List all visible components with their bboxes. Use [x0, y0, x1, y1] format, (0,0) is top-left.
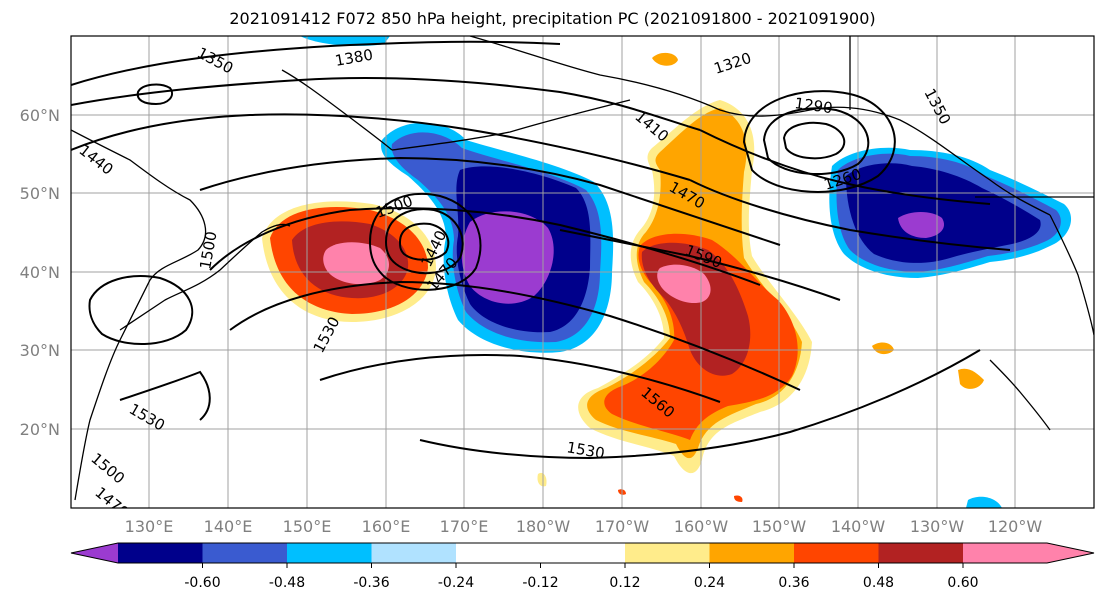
precip-cell — [966, 496, 1002, 508]
colorbar-tick-label: 0.60 — [947, 575, 978, 591]
lon-label: 140°W — [831, 517, 886, 536]
contour-small-low-nw — [136, 83, 174, 106]
height-contours — [71, 40, 1011, 460]
precip-cell — [958, 368, 984, 389]
precip-cell — [734, 495, 743, 502]
colorbar-extend-high — [963, 543, 1094, 563]
colorbar-tick-label: -0.12 — [522, 575, 558, 591]
lat-label: 20°N — [20, 420, 60, 439]
coastline-north-america — [1049, 214, 1094, 336]
lon-label: 150°E — [283, 517, 332, 536]
lat-label: 30°N — [20, 341, 60, 360]
colorbar-tick-label: -0.24 — [438, 575, 474, 591]
lat-labels: 60°N 50°N 40°N 30°N 20°N — [20, 106, 60, 439]
lon-label: 120°W — [988, 517, 1043, 536]
contour-tropical — [119, 370, 211, 421]
colorbar-tick-label: -0.60 — [184, 575, 220, 591]
coastline-baja — [989, 359, 1051, 431]
chart-title: 2021091412 F072 850 hPa height, precipit… — [229, 9, 876, 28]
lon-label: 180°W — [516, 517, 571, 536]
lon-label: 170°W — [595, 517, 650, 536]
lon-label: 170°E — [440, 517, 489, 536]
precip-negative-east-max — [898, 212, 945, 238]
precip-cell — [872, 342, 894, 355]
colorbar-segment — [287, 543, 372, 563]
contour-labels: 1350 1380 1320 1290 1350 1440 1410 1260 … — [76, 44, 955, 508]
colorbar-segment — [371, 543, 456, 563]
lon-label: 130°E — [125, 517, 174, 536]
lon-label: 130°W — [910, 517, 965, 536]
contour-1500 — [209, 207, 761, 286]
lat-label: 40°N — [20, 263, 60, 282]
colorbar-extend-low — [71, 543, 118, 563]
contour-1440 — [71, 113, 691, 181]
precip-positive-west-max — [323, 242, 389, 285]
precip-negative-central-max — [461, 211, 554, 304]
lon-label: 160°E — [362, 517, 411, 536]
contour-1380 — [71, 40, 561, 86]
precip-shading — [262, 36, 1072, 508]
colorbar-segment — [878, 543, 963, 563]
colorbar-tick-label: 0.12 — [609, 575, 640, 591]
precip-cell — [537, 472, 547, 487]
colorbar-segment — [709, 543, 794, 563]
contour-high-west — [88, 275, 194, 345]
contour-1560 — [319, 354, 721, 403]
coastline-aleutians — [391, 99, 631, 151]
contour-arc-east — [699, 129, 991, 205]
lat-label: 50°N — [20, 184, 60, 203]
contour-low-east-1 — [782, 121, 846, 160]
coastline-asia — [71, 129, 207, 501]
precip-negative-east-strong — [846, 163, 1041, 263]
colorbar-ticks — [202, 563, 964, 568]
colorbar-segment — [540, 543, 625, 563]
colorbar-segment — [202, 543, 287, 563]
colorbar-outline — [70, 542, 1095, 564]
lon-label: 140°E — [204, 517, 253, 536]
colorbar-segment — [625, 543, 710, 563]
colorbar-tick-label: 0.48 — [863, 575, 894, 591]
precip-positive-east-max — [657, 264, 711, 304]
contour-1530 — [229, 280, 801, 391]
colorbar-segment — [794, 543, 879, 563]
contour-1470 — [199, 156, 781, 246]
contour-1590 — [559, 229, 841, 301]
colorbar-tick-label: 0.36 — [778, 575, 809, 591]
colorbar: -0.60 -0.48 -0.36 -0.24 -0.12 0.12 0.24 … — [70, 542, 1095, 591]
colorbar-tick-labels: -0.60 -0.48 -0.36 -0.24 -0.12 0.12 0.24 … — [184, 575, 978, 591]
lon-labels: 130°E 140°E 150°E 160°E 170°E 180°W 170°… — [125, 517, 1043, 536]
contour-label: 1290 — [793, 94, 833, 117]
map-frame — [70, 35, 1095, 509]
contour-low-west-1 — [398, 222, 450, 261]
coastline-japan — [119, 223, 291, 331]
coastline-alaska — [469, 36, 1051, 216]
contour-1410 — [71, 77, 701, 131]
colorbar-tick-label: -0.36 — [353, 575, 389, 591]
contour-arc-east-2 — [689, 179, 1011, 251]
contour-low-west-3 — [368, 192, 482, 291]
contour-low-east-3 — [742, 90, 896, 193]
colorbar-segment — [118, 543, 203, 563]
coastlines — [71, 36, 1094, 501]
map-content: 1350 1380 1320 1290 1350 1440 1410 1260 … — [71, 36, 1094, 508]
contour-low-west-2 — [384, 208, 464, 275]
colorbar-tick-label: -0.48 — [269, 575, 305, 591]
precip-cell — [652, 52, 678, 66]
lon-label: 150°W — [752, 517, 807, 536]
contour-1530b — [419, 349, 981, 460]
lon-label: 160°W — [674, 517, 729, 536]
lat-label: 60°N — [20, 106, 60, 125]
colorbar-segment — [456, 543, 541, 563]
colorbar-tick-label: 0.24 — [694, 575, 725, 591]
contour-low-east-2 — [762, 107, 870, 175]
